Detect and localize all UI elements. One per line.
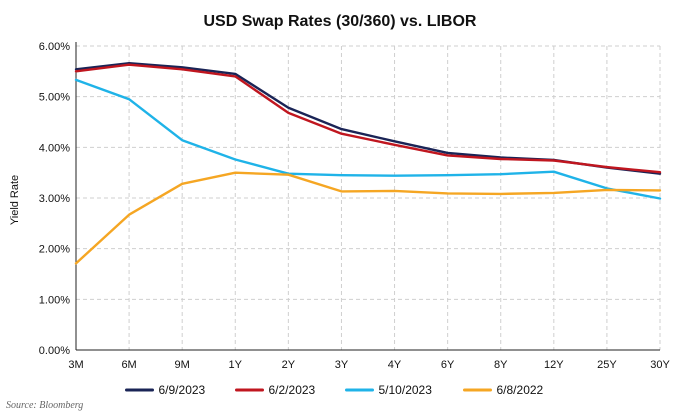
legend-item: 6/8/2022 bbox=[463, 383, 544, 397]
legend: 6/9/2023 6/2/2023 5/10/2023 6/8/2022 bbox=[125, 383, 544, 397]
grid bbox=[76, 45, 661, 350]
series-line-1 bbox=[74, 63, 662, 174]
legend-label: 6/9/2023 bbox=[159, 383, 206, 397]
chart-title: USD Swap Rates (30/360) vs. LIBOR bbox=[204, 13, 477, 30]
axes bbox=[75, 42, 660, 351]
y-axis-ticks: 0.00% 1.00% 2.00% 3.00% 4.00% 5.00% 6.00% bbox=[39, 41, 70, 357]
x-tick-label: 4Y bbox=[388, 359, 402, 371]
y-tick-label: 4.00% bbox=[39, 142, 70, 154]
source-note: Source: Bloomberg bbox=[6, 400, 83, 411]
y-tick-label: 2.00% bbox=[39, 244, 70, 256]
legend-item: 5/10/2023 bbox=[345, 383, 433, 397]
legend-label: 6/8/2022 bbox=[497, 383, 544, 397]
series-lines bbox=[74, 62, 662, 265]
y-tick-label: 1.00% bbox=[39, 294, 70, 306]
y-tick-label: 6.00% bbox=[39, 41, 70, 53]
x-tick-label: 30Y bbox=[650, 359, 670, 371]
series-line-3 bbox=[74, 171, 662, 265]
x-tick-label: 6Y bbox=[441, 359, 455, 371]
y-tick-label: 3.00% bbox=[39, 193, 70, 205]
x-axis-ticks: 3M 6M 9M 1Y 2Y 3Y 4Y 6Y 8Y 12Y 25Y 30Y bbox=[68, 359, 670, 371]
y-tick-label: 0.00% bbox=[39, 345, 70, 357]
x-tick-label: 25Y bbox=[597, 359, 617, 371]
legend-label: 5/10/2023 bbox=[379, 383, 433, 397]
legend-item: 6/2/2023 bbox=[235, 383, 316, 397]
x-tick-label: 8Y bbox=[494, 359, 508, 371]
x-tick-label: 3M bbox=[68, 359, 83, 371]
x-tick-label: 9M bbox=[175, 359, 190, 371]
y-tick-label: 5.00% bbox=[39, 92, 70, 104]
x-tick-label: 6M bbox=[121, 359, 136, 371]
x-tick-label: 1Y bbox=[229, 359, 243, 371]
legend-label: 6/2/2023 bbox=[269, 383, 316, 397]
series-line-2 bbox=[74, 78, 662, 200]
y-axis-title: Yield Rate bbox=[9, 175, 21, 225]
x-tick-label: 2Y bbox=[282, 359, 296, 371]
x-tick-label: 3Y bbox=[335, 359, 349, 371]
x-tick-label: 12Y bbox=[544, 359, 564, 371]
series-line-0 bbox=[74, 62, 662, 175]
legend-item: 6/9/2023 bbox=[125, 383, 206, 397]
